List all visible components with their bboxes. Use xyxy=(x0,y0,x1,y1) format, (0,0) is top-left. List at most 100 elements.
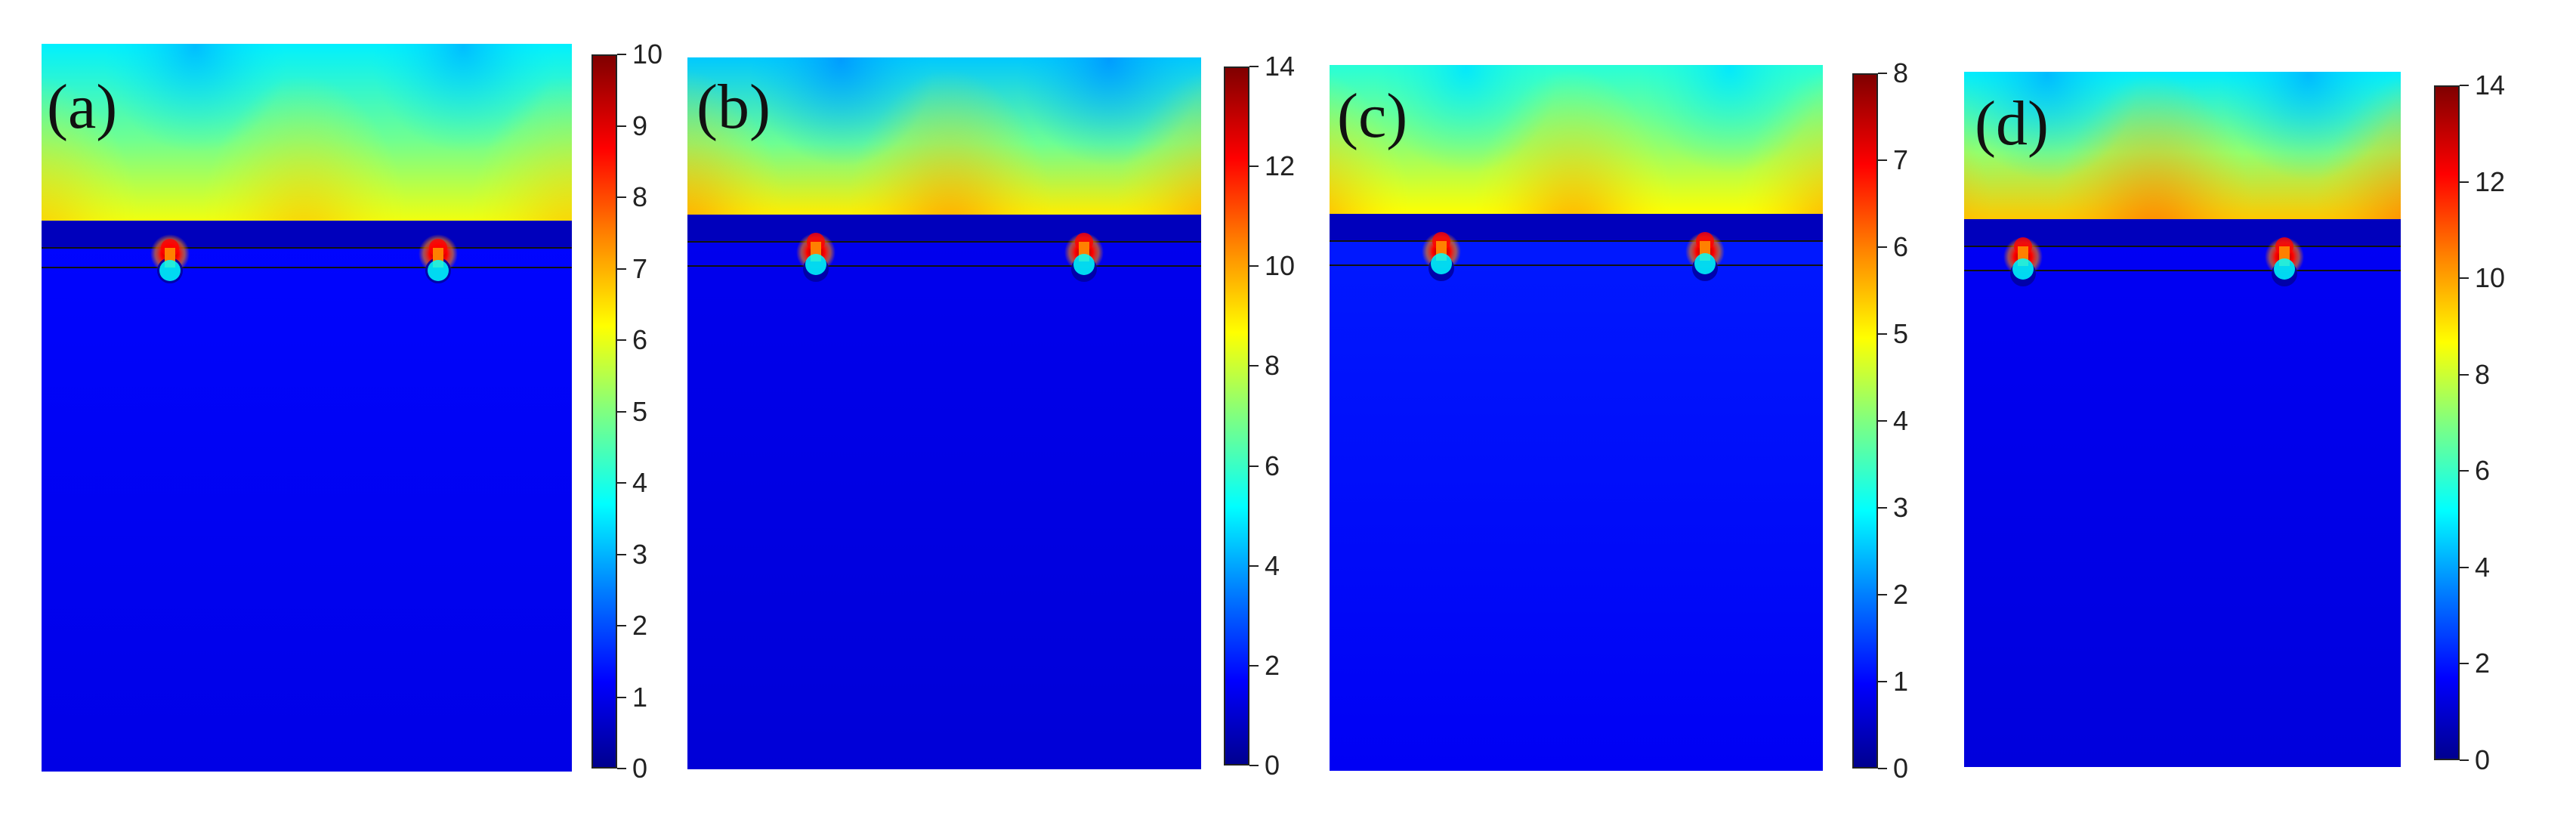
cool-lobe xyxy=(1637,65,1822,216)
colorbar-tick-mark xyxy=(2460,373,2469,376)
colorbar-tick-mark xyxy=(1878,73,1887,74)
colorbar-tick-mark xyxy=(617,553,626,555)
colorbar-tick-mark xyxy=(1878,333,1887,335)
colorbar-tick-label: 3 xyxy=(632,538,648,570)
colorbar-tick-mark xyxy=(1249,165,1259,168)
substrate-region xyxy=(42,221,572,772)
colorbar-tick-label: 6 xyxy=(1265,450,1280,481)
colorbar-tick-label: 2 xyxy=(1265,649,1280,681)
colorbar-tick-label: 2 xyxy=(2475,648,2491,679)
colorbar-tick-label: 0 xyxy=(632,753,648,784)
substrate-boundary-layer xyxy=(1964,219,2401,246)
substrate-boundary-layer xyxy=(687,215,1201,242)
colorbar-tick-label: 12 xyxy=(2475,165,2506,197)
panel-label-d: (d) xyxy=(1975,88,2049,159)
colorbar-tick-label: 10 xyxy=(632,39,663,70)
colorbar-tick-label: 0 xyxy=(1265,750,1280,781)
colorbar-tick-label: 7 xyxy=(1893,144,1909,175)
colorbar-tick-label: 12 xyxy=(1265,150,1296,182)
field-map-d-svg xyxy=(1964,72,2401,767)
colorbar-tick-mark xyxy=(2460,566,2469,568)
field-map-b-svg xyxy=(687,57,1201,769)
colorbar-tick-mark xyxy=(2460,277,2469,280)
colorbar-tick-label: 2 xyxy=(632,610,648,641)
colorbar-tick-mark xyxy=(617,625,626,626)
colorbar-tick-label: 5 xyxy=(632,395,648,427)
substrate-boundary-layer xyxy=(42,221,572,248)
colorbar-tick-label: 8 xyxy=(1265,350,1280,382)
colorbar-tick-label: 10 xyxy=(1265,250,1296,282)
colorbar-tick-mark xyxy=(1249,465,1259,467)
colorbar-tick-label: 6 xyxy=(632,324,648,355)
colorbar-tick-label: 4 xyxy=(1893,405,1909,436)
colorbar-tick-mark xyxy=(1249,66,1259,67)
hotspot-glow xyxy=(159,260,181,281)
colorbar-tick-label: 8 xyxy=(1893,57,1909,88)
colorbar-tick-mark xyxy=(1878,594,1887,595)
colorbar-tick-mark xyxy=(617,482,626,484)
cool-lobe xyxy=(2216,72,2400,223)
substrate-region xyxy=(1964,219,2401,767)
colorbar-tick-mark xyxy=(617,768,626,769)
field-map-a xyxy=(42,44,572,772)
colorbar-tick-label: 8 xyxy=(2475,358,2491,390)
colorbar-tick-mark xyxy=(617,339,626,341)
colorbar-tick-mark xyxy=(617,696,626,698)
colorbar-tick-label: 4 xyxy=(632,467,648,498)
colorbar-tick-mark xyxy=(2460,663,2469,665)
substrate-boundary-layer xyxy=(1330,214,1823,241)
colorbar-tick-label: 3 xyxy=(1893,492,1909,523)
colorbar-tick-label: 14 xyxy=(2475,70,2506,101)
colorbar-tick-mark xyxy=(617,196,626,198)
colorbar-tick-mark xyxy=(617,268,626,270)
colorbar-tick-mark xyxy=(617,410,626,413)
colorbar-tick-mark xyxy=(1249,365,1259,367)
panel-label-c: (c) xyxy=(1337,81,1408,151)
colorbar-tick-label: 1 xyxy=(1893,666,1909,697)
colorbar-tick-label: 0 xyxy=(1893,753,1909,784)
cool-lobe xyxy=(747,57,935,209)
field-map-b xyxy=(687,57,1201,769)
colorbar-tick-label: 4 xyxy=(1265,549,1280,581)
colorbar-tick-label: 0 xyxy=(2475,744,2491,775)
cool-lobe xyxy=(1964,72,2139,223)
hotspot-glow xyxy=(1073,254,1095,275)
colorbar-tick-label: 6 xyxy=(1893,231,1909,262)
colorbar-tick-mark xyxy=(1249,265,1259,268)
cool-lobe xyxy=(1373,65,1558,216)
hotspot-glow xyxy=(2274,258,2295,280)
colorbar-tick-label: 9 xyxy=(632,110,648,141)
colorbar-tick-label: 2 xyxy=(1893,579,1909,610)
colorbar-tick-mark xyxy=(2460,181,2469,183)
colorbar-tick-mark xyxy=(2460,85,2469,86)
cool-lobe xyxy=(1015,57,1201,209)
hotspot-glow xyxy=(428,260,449,281)
hotspot-glow xyxy=(805,254,826,275)
field-map-d xyxy=(1964,72,2401,767)
colorbar-tick-mark xyxy=(1878,768,1887,769)
substrate-region xyxy=(687,215,1201,769)
colorbar-tick-label: 8 xyxy=(632,181,648,212)
colorbar-tick-mark xyxy=(1878,159,1887,161)
colorbar-tick-mark xyxy=(1249,765,1259,766)
colorbar-tick-mark xyxy=(2460,470,2469,472)
substrate-region xyxy=(1330,214,1823,771)
colorbar-tick-label: 10 xyxy=(2475,262,2506,294)
cool-lobe xyxy=(369,44,558,195)
field-map-c xyxy=(1330,65,1823,771)
colorbar-tick-label: 7 xyxy=(632,252,648,284)
colorbar-a xyxy=(591,54,617,769)
colorbar-d xyxy=(2434,85,2460,760)
colorbar-tick-label: 5 xyxy=(1893,318,1909,349)
colorbar-tick-mark xyxy=(2460,759,2469,761)
colorbar-tick-mark xyxy=(1878,246,1887,248)
hotspot-glow xyxy=(1431,253,1452,274)
hotspot-glow xyxy=(2012,258,2034,280)
panel-label-a: (a) xyxy=(47,72,118,142)
colorbar-tick-label: 1 xyxy=(632,681,648,713)
field-map-c-svg xyxy=(1330,65,1823,771)
colorbar-b xyxy=(1224,66,1249,766)
colorbar-tick-mark xyxy=(1249,664,1259,667)
colorbar-tick-mark xyxy=(1249,564,1259,567)
cool-lobe xyxy=(101,44,289,195)
